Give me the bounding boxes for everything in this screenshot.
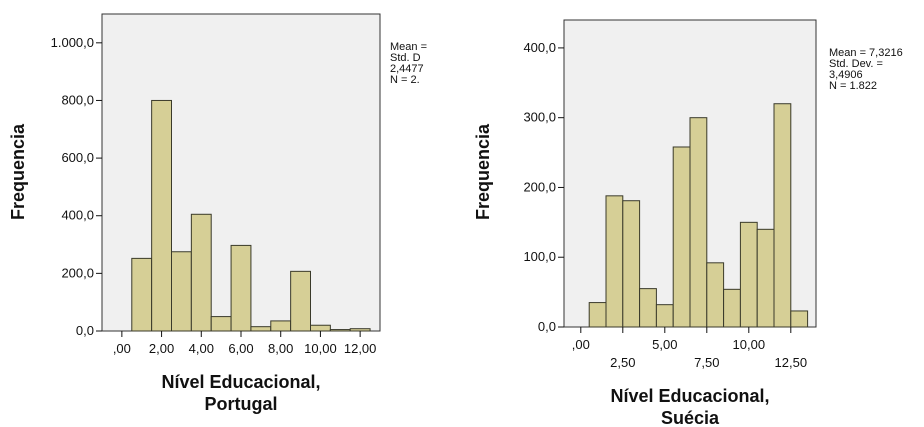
y-tick-label: 100,0 (523, 249, 556, 264)
histogram-bar (689, 117, 708, 328)
x-tick-label: 2,50 (610, 355, 635, 370)
histogram-bar (739, 221, 758, 328)
x-tick-label: 8,00 (268, 341, 293, 356)
histogram-bar (171, 251, 192, 332)
y-tick-label: 300,0 (523, 110, 556, 125)
x-tick-label: 7,50 (694, 355, 719, 370)
histogram-bar (790, 310, 809, 328)
histogram-bar (672, 146, 691, 328)
x-axis-title-line1-portugal: Nível Educacional, (161, 372, 320, 392)
histogram-portugal: 0,0 200,0 400,0 600,0 800,0 1.000,0 ,00 2,00 4,0… (8, 13, 427, 414)
histogram-bar (588, 302, 607, 328)
legend-line: 2,4477 (390, 63, 424, 75)
histogram-bar (706, 262, 725, 328)
histogram-bar (349, 328, 371, 332)
legend-line: N = 2. (390, 74, 420, 86)
legend-line: Mean = 7,3216 (829, 47, 903, 59)
y-tick-label: 0,0 (76, 323, 94, 338)
legend-line: N = 1.822 (829, 80, 877, 92)
histogram-bar (230, 244, 252, 332)
y-tick-label: 600,0 (61, 150, 94, 165)
legend-line: Std. D (390, 52, 421, 64)
y-tick-label: 200,0 (523, 179, 556, 194)
x-tick-label: 2,00 (149, 341, 174, 356)
y-tick-label: 1.000,0 (51, 35, 94, 50)
y-tick-label: 800,0 (61, 92, 94, 107)
y-tick-label: 200,0 (61, 265, 94, 280)
histogram-bar (639, 288, 657, 328)
y-axis-title-suecia: Frequencia (473, 123, 493, 220)
x-tick-label: 10,00 (304, 341, 337, 356)
x-axis-title-line2-portugal: Portugal (204, 394, 277, 414)
histogram-bar (605, 195, 624, 328)
x-tick-label: 5,00 (652, 337, 677, 352)
x-axis-title-line1-suecia: Nível Educacional, (610, 386, 769, 406)
legend-line: Std. Dev. = (829, 58, 883, 70)
axes-portugal: 0,0 200,0 400,0 600,0 800,0 1.000,0 ,00 2,00 4,0… (51, 35, 377, 356)
x-tick-label: 12,00 (344, 341, 377, 356)
x-axis-title-line2-suecia: Suécia (661, 408, 720, 427)
histogram-bar (756, 228, 775, 328)
histogram-bar (131, 257, 153, 332)
y-axis-title-portugal: Frequencia (8, 123, 28, 220)
bars-suecia (588, 103, 809, 328)
histogram-bar (151, 99, 172, 332)
x-tick-label: 12,50 (775, 355, 808, 370)
x-tick-label: 10,00 (733, 337, 766, 352)
histogram-bar (290, 270, 311, 332)
x-tick-label: ,00 (572, 337, 590, 352)
y-tick-label: 400,0 (61, 208, 94, 223)
histogram-bar (773, 103, 792, 328)
axes-suecia: 0,0 100,0 200,0 300,0 400,0 ,00 2,50 5,00 7,50 10… (523, 40, 807, 370)
histogram-bar (270, 320, 292, 332)
x-tick-label: 6,00 (228, 341, 253, 356)
legend-line: 3,4906 (829, 69, 863, 81)
legend-line: Mean = (390, 41, 427, 53)
histogram-bar (655, 304, 674, 328)
y-tick-label: 400,0 (523, 40, 556, 55)
histogram-bar (723, 288, 741, 328)
bars-portugal (131, 99, 371, 332)
histogram-suecia: 0,0 100,0 200,0 300,0 400,0 ,00 2,50 5,00 7,50 10… (473, 19, 903, 427)
histogram-bar (210, 316, 232, 332)
x-tick-label: 4,00 (189, 341, 214, 356)
histogram-bar (250, 326, 272, 332)
histogram-bar (310, 324, 331, 332)
histogram-bar (622, 200, 641, 328)
y-tick-label: 0,0 (538, 319, 556, 334)
histogram-bar (190, 213, 212, 332)
histogram-bar (329, 329, 351, 332)
x-tick-label: ,00 (113, 341, 131, 356)
